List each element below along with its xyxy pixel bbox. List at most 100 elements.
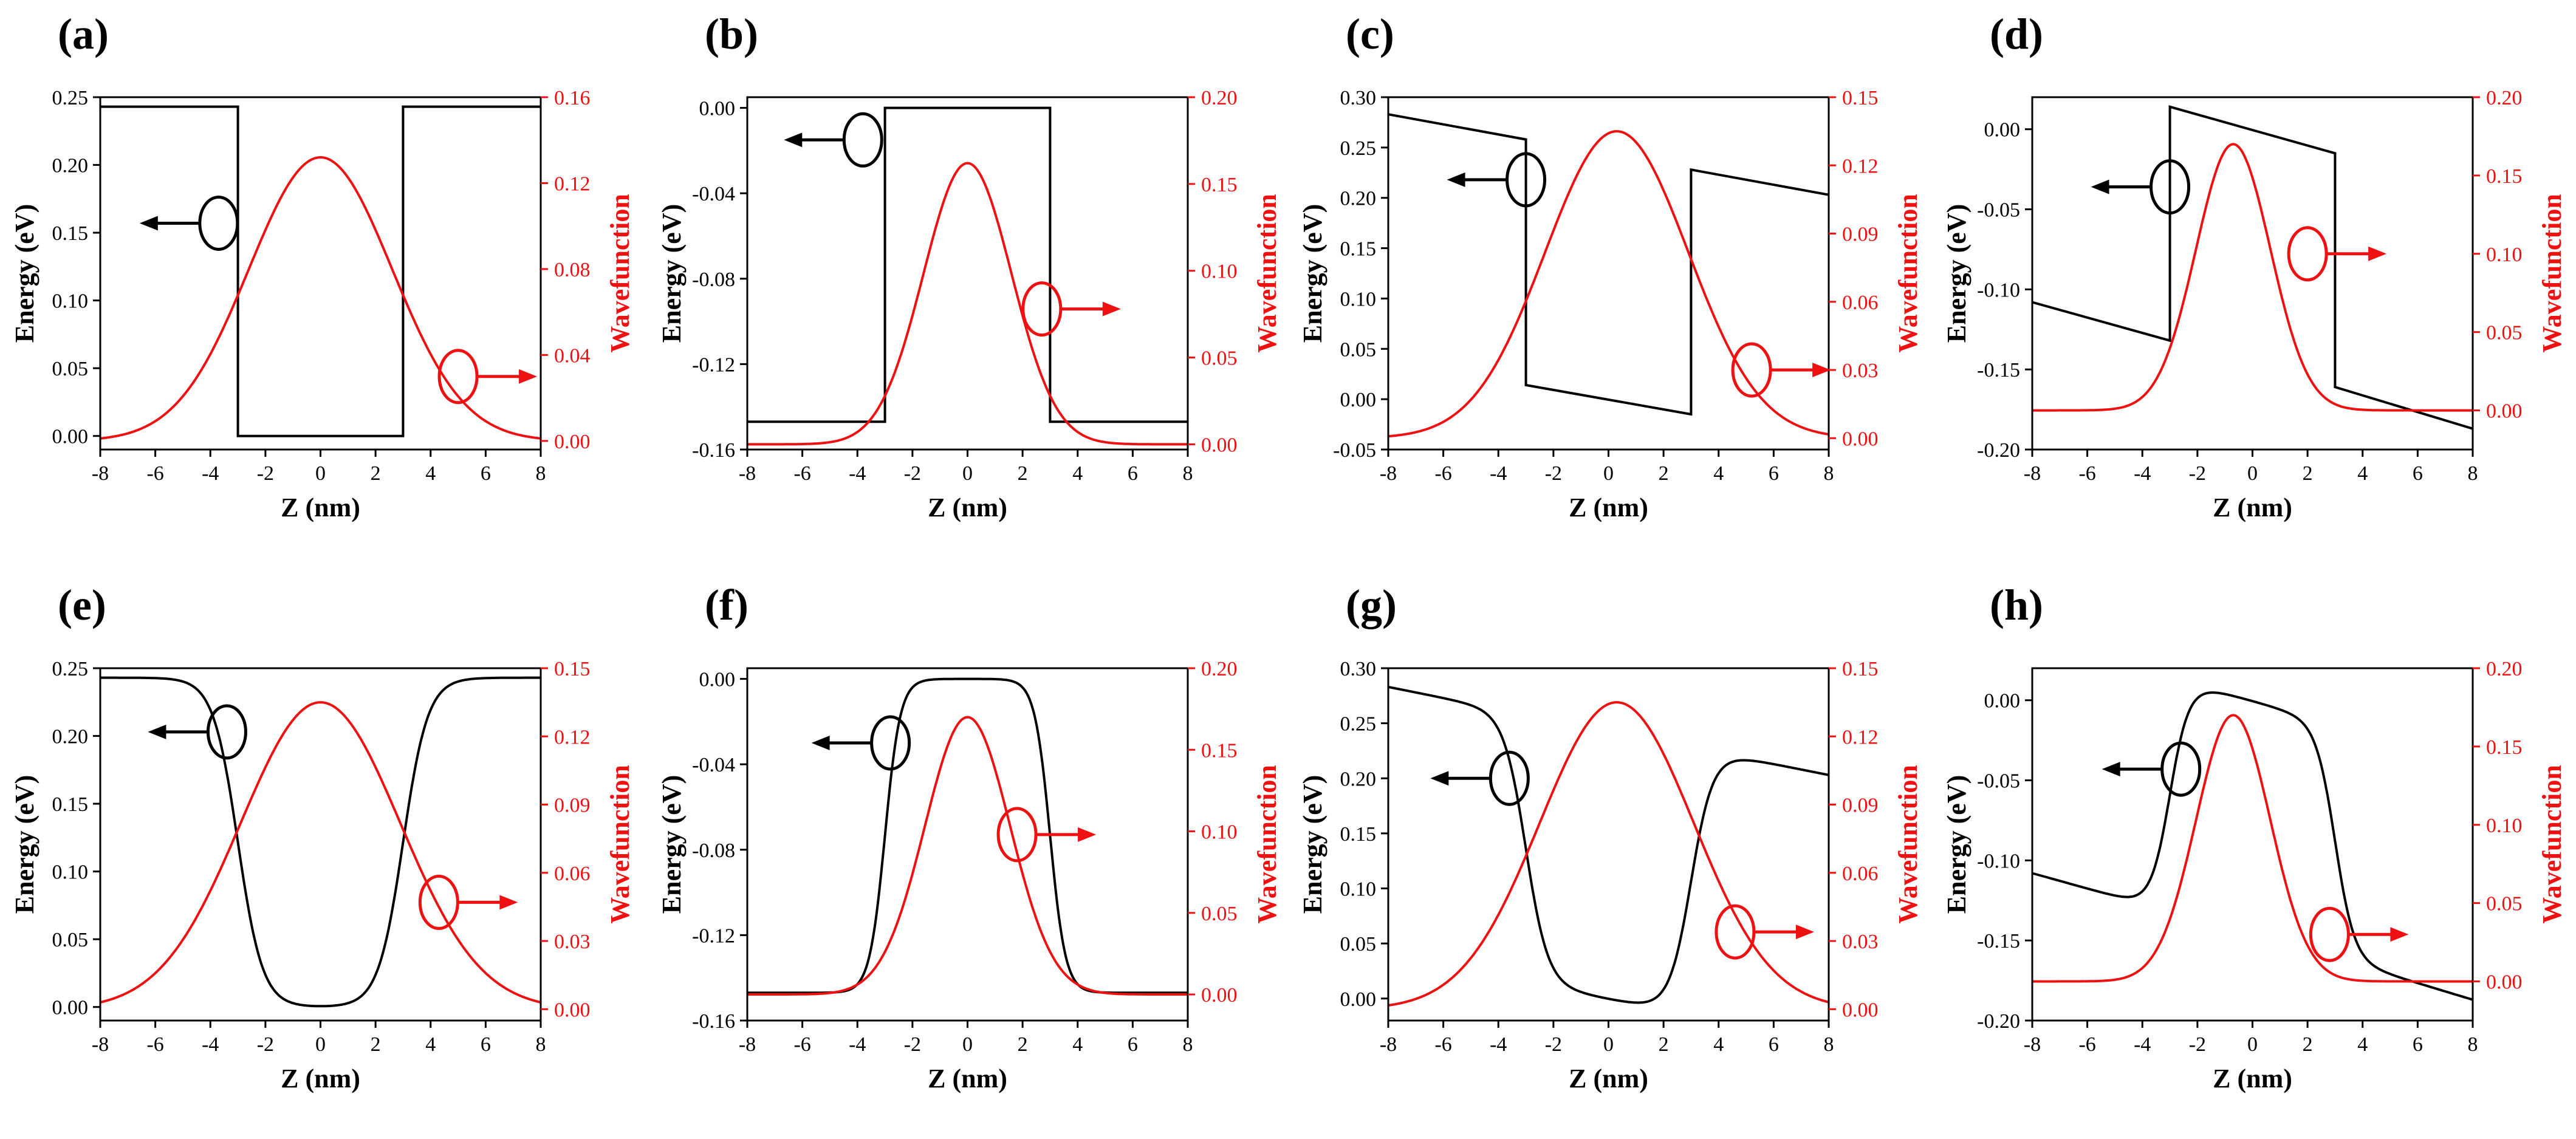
y2-axis-title: Wavefunction — [605, 194, 635, 353]
x-tick-label: 6 — [481, 1033, 491, 1056]
x-tick-label: 2 — [1659, 1033, 1669, 1056]
y-tick-label: -0.05 — [1333, 439, 1376, 462]
x-tick-label: -8 — [739, 462, 756, 485]
y2-axis-title: Wavefunction — [2537, 765, 2567, 924]
arrow-head-icon — [1447, 172, 1465, 187]
panel-label: (c) — [1346, 10, 1394, 58]
arrow-head-icon — [1078, 827, 1097, 842]
x-tick-label: -6 — [793, 1033, 810, 1056]
x-tick-label: -4 — [2134, 462, 2151, 485]
arrow-head-icon — [519, 369, 538, 384]
energy-curve — [747, 677, 1188, 994]
panel-h: (h) -8 -6 -4 -2 0 2 4 6 8 Z (nm) -0.20 -0.15 -0.10 -0.… — [1942, 581, 2567, 1093]
x-tick-label: 8 — [2468, 462, 2478, 485]
panel-label: (d) — [1990, 10, 2043, 58]
y-tick-label: -0.12 — [692, 925, 735, 947]
x-axis-title: Z (nm) — [1569, 1064, 1648, 1093]
y-tick-label: -0.10 — [1977, 279, 2020, 301]
y2-tick-label: 0.06 — [1842, 863, 1879, 885]
x-tick-label: -2 — [257, 462, 274, 485]
plot-frame — [1387, 96, 1830, 451]
plot-frame — [99, 667, 542, 1022]
arrow-head-icon — [148, 724, 166, 739]
y-tick-label: 0.00 — [699, 98, 736, 120]
y2-axis-title: Wavefunction — [2537, 194, 2567, 353]
y2-tick-label: 0.09 — [1842, 224, 1879, 246]
arrow-head-icon — [1795, 925, 1814, 940]
y2-tick-label: 0.00 — [554, 431, 591, 453]
y-tick-label: 0.15 — [1340, 238, 1377, 261]
arrow-head-icon — [1430, 771, 1449, 786]
energy-curve — [100, 105, 541, 437]
y2-tick-label: 0.15 — [554, 658, 591, 680]
x-tick-label: -4 — [2134, 1033, 2151, 1056]
wavefunction-curve — [747, 716, 1188, 996]
y2-tick-label: 0.15 — [2486, 165, 2523, 188]
y-tick-label: 0.00 — [52, 426, 89, 448]
x-tick-label: 2 — [371, 1033, 381, 1056]
x-tick-label: -4 — [849, 1033, 866, 1056]
y-tick-label: 0.15 — [52, 793, 89, 816]
y2-tick-label: 0.15 — [1842, 87, 1879, 109]
y-tick-label: 0.15 — [1340, 823, 1377, 846]
x-tick-label: -8 — [1380, 462, 1397, 485]
wavefunction-curve — [747, 162, 1188, 446]
x-tick-label: -4 — [1490, 462, 1507, 485]
y2-tick-label: 0.04 — [554, 344, 591, 367]
y-tick-label: 0.10 — [1340, 878, 1377, 901]
x-tick-label: -4 — [202, 462, 219, 485]
x-tick-label: -6 — [793, 462, 810, 485]
wavefunction-curve — [1388, 130, 1829, 438]
panel-b: (b) -8 -6 -4 -2 0 2 4 6 8 Z (nm) -0.16 -0.12 -0.08 -0.… — [657, 10, 1282, 522]
arrow-head-icon — [139, 216, 158, 231]
y2-tick-label: 0.10 — [2486, 244, 2523, 266]
x-tick-label: 8 — [1183, 462, 1193, 485]
x-tick-label: -8 — [2024, 1033, 2041, 1056]
panel-a: (a) -8 -6 -4 -2 0 2 4 6 8 Z (nm) 0.00 0.05 0.10 0.15 0.… — [10, 10, 635, 522]
x-tick-label: 4 — [1072, 1033, 1083, 1056]
x-axis-title: Z (nm) — [1569, 493, 1648, 522]
x-tick-label: 2 — [1659, 462, 1669, 485]
energy-marker-ellipse — [842, 112, 883, 168]
x-tick-label: -6 — [1434, 1033, 1451, 1056]
x-tick-label: 0 — [315, 1033, 326, 1056]
y2-tick-label: 0.15 — [1201, 174, 1238, 196]
y-tick-label: 0.30 — [1340, 658, 1377, 680]
y-tick-label: -0.20 — [1977, 1010, 2020, 1033]
wavefunction-curve — [2032, 714, 2473, 983]
x-tick-label: -6 — [146, 1033, 163, 1056]
x-tick-label: 8 — [536, 1033, 546, 1056]
x-tick-label: 4 — [1713, 462, 1724, 485]
y-tick-label: -0.05 — [1977, 770, 2020, 793]
x-tick-label: -4 — [1490, 1033, 1507, 1056]
panel-label: (f) — [705, 581, 748, 629]
x-tick-label: 8 — [2468, 1033, 2478, 1056]
y-tick-label: 0.25 — [1340, 137, 1377, 160]
panel-label: (e) — [58, 581, 106, 629]
wavefunction-curve — [1388, 701, 1829, 1007]
x-axis-title: Z (nm) — [928, 493, 1007, 522]
y-tick-label: -0.05 — [1977, 199, 2020, 222]
y2-tick-label: 0.12 — [1842, 155, 1879, 177]
y2-tick-label: 0.03 — [1842, 360, 1879, 382]
plot-frame — [746, 96, 1189, 451]
x-tick-label: 2 — [371, 462, 381, 485]
y-tick-label: 0.30 — [1340, 87, 1377, 109]
y-tick-label: 0.25 — [52, 658, 89, 680]
y-tick-label: 0.00 — [52, 997, 89, 1019]
panel-label: (b) — [705, 10, 758, 58]
x-tick-label: 6 — [1128, 1033, 1138, 1056]
y2-tick-label: 0.00 — [1842, 999, 1879, 1021]
arrow-head-icon — [2091, 179, 2109, 194]
x-tick-label: 6 — [1769, 462, 1779, 485]
x-tick-label: 6 — [2413, 1033, 2423, 1056]
y-tick-label: 0.00 — [1984, 119, 2021, 142]
y2-tick-label: 0.12 — [1842, 726, 1879, 748]
x-tick-label: 6 — [1769, 1033, 1779, 1056]
y-tick-label: 0.05 — [52, 929, 89, 951]
y-tick-label: -0.12 — [692, 354, 735, 376]
x-tick-label: 0 — [962, 462, 973, 485]
energy-curve — [1388, 113, 1829, 416]
y-tick-label: -0.15 — [1977, 930, 2020, 953]
